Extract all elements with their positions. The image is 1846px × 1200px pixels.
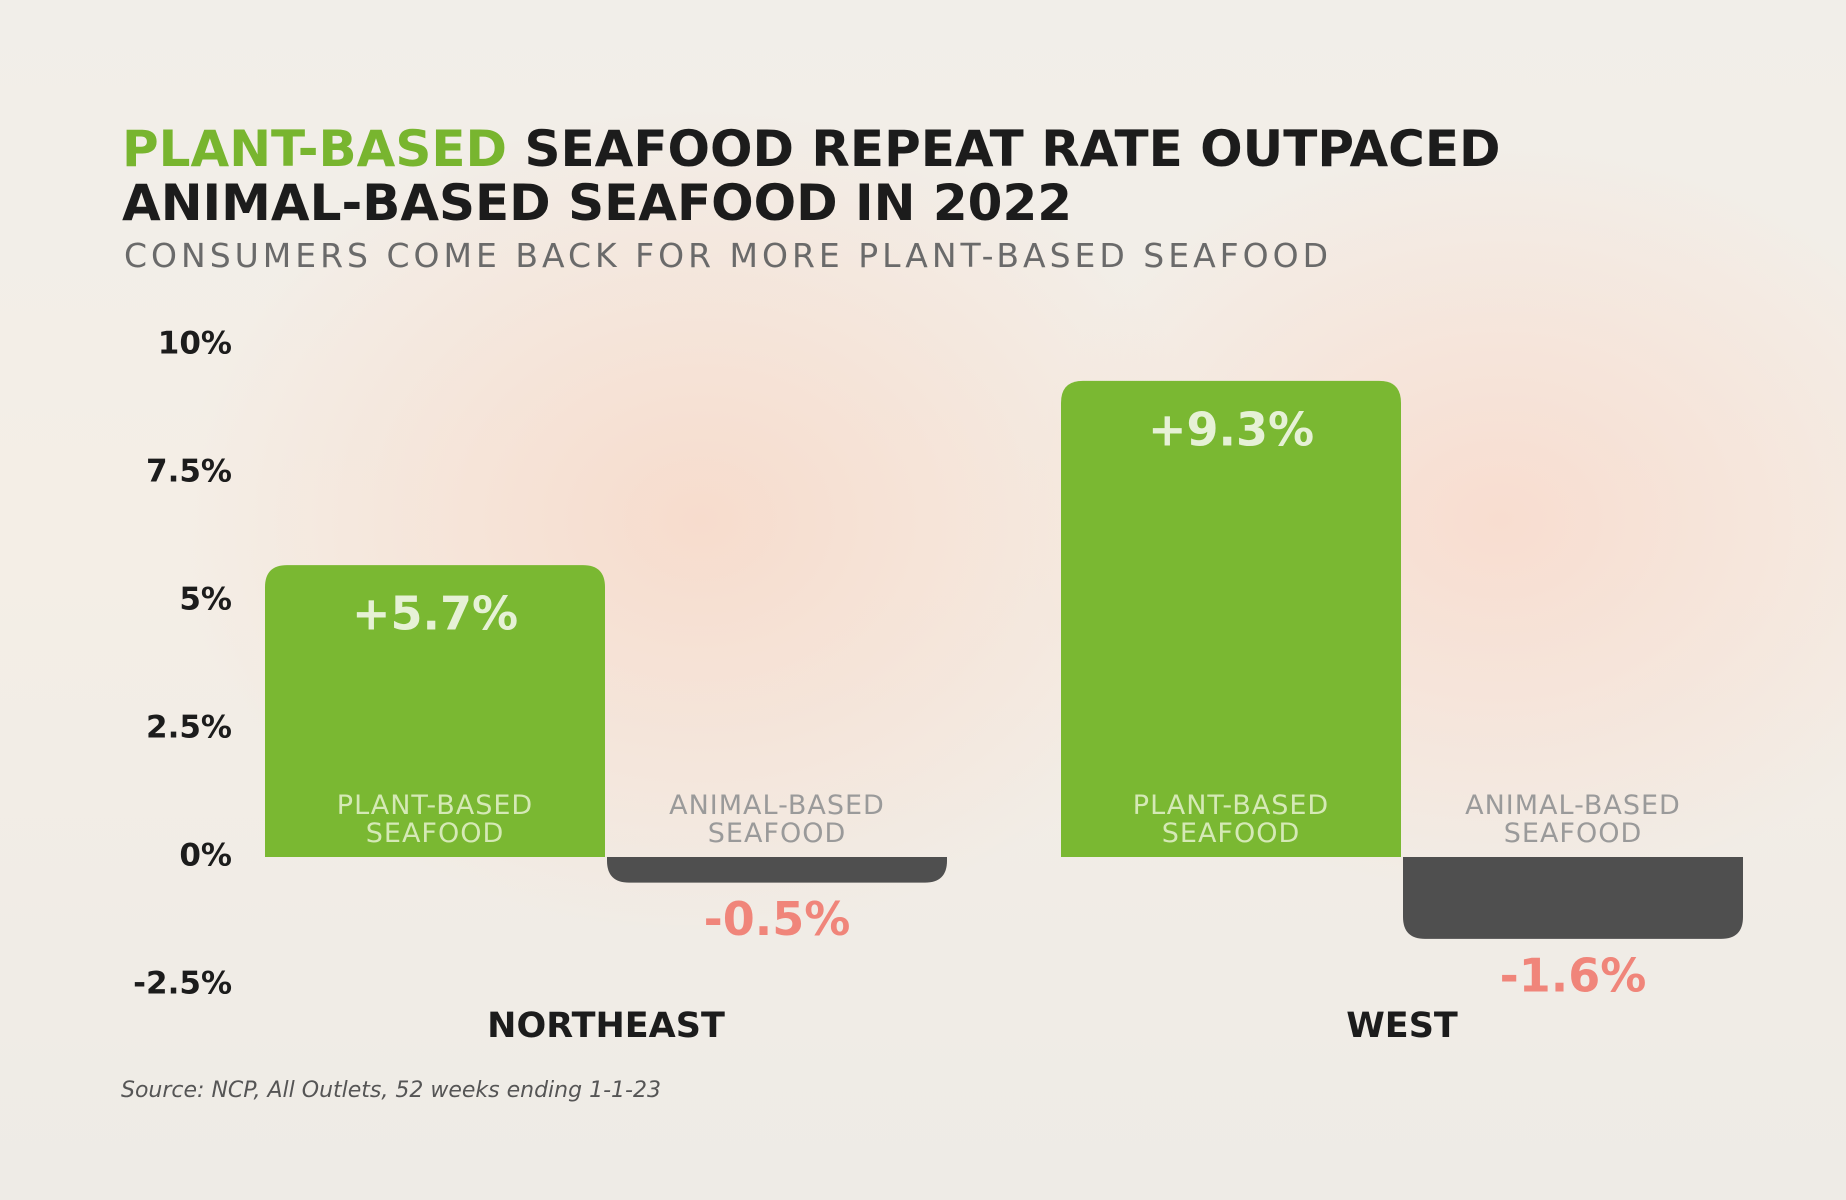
y-tick-label: 7.5% [146,454,232,490]
x-tick-label: WEST [1346,1006,1458,1046]
value-label: +9.3% [1148,402,1314,456]
title-line: SEAFOOD REPEAT RATE OUTPACED [524,120,1501,178]
bar [1061,380,1401,857]
value-label: -1.6% [1500,948,1647,1002]
y-tick-label: -2.5% [133,966,232,1002]
series-label: ANIMAL-BASED SEAFOOD [1465,790,1681,849]
y-tick-label: 5% [179,582,232,618]
bar [1403,857,1743,939]
series-label: PLANT-BASED SEAFOOD [336,790,534,849]
subtitle: CONSUMERS COME BACK FOR MORE PLANT-BASED… [124,236,1333,275]
series-label: PLANT-BASED SEAFOOD [1132,790,1330,849]
y-tick-label: 0% [179,838,232,874]
title-line: ANIMAL-BASED SEAFOOD IN 2022 [122,174,1073,232]
bar [265,565,605,857]
x-tick-label: NORTHEAST [487,1006,725,1046]
y-tick-label: 2.5% [146,710,232,746]
chart-title: PLANT-BASED SEAFOOD REPEAT RATE OUTPACED… [122,122,1501,230]
source: Source: NCP, All Outlets, 52 weeks endin… [121,1078,661,1103]
title-highlight: PLANT-BASED [122,120,508,178]
series-label: ANIMAL-BASED SEAFOOD [669,790,885,849]
value-label: -0.5% [704,892,851,946]
y-tick-label: 10% [158,326,232,362]
bar [607,857,947,883]
value-label: +5.7% [352,587,518,641]
